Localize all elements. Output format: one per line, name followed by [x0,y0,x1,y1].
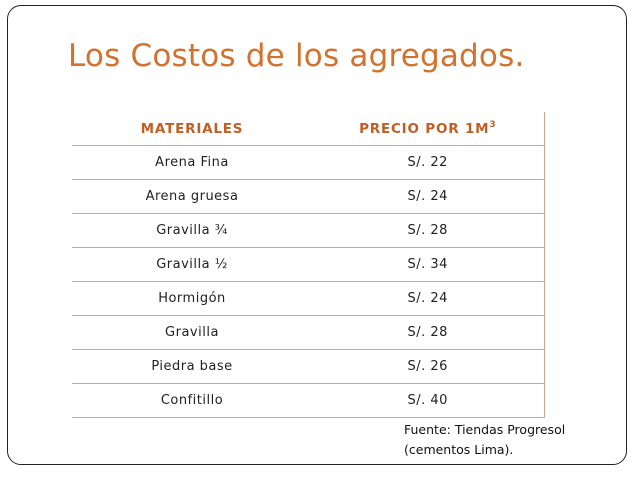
table-row: Piedra base S/. 26 [72,349,545,384]
material-cell: Confitillo [72,383,312,418]
table-row: Gravilla ½ S/. 34 [72,247,545,282]
material-cell: Gravilla [72,315,312,350]
material-cell: Hormigón [72,281,312,316]
price-cell: S/. 40 [312,383,545,418]
price-cell: S/. 28 [312,315,545,350]
price-cell: S/. 28 [312,213,545,248]
table-row: Confitillo S/. 40 [72,383,545,418]
costs-table: MATERIALES PRECIO POR 1M3 Arena Fina S/.… [72,112,545,418]
source-line-1: Fuente: Tiendas Progresol [404,422,566,437]
price-cell: S/. 24 [312,179,545,214]
header-price-label: PRECIO POR 1M [359,121,490,137]
table-row: Hormigón S/. 24 [72,281,545,316]
table-row: Gravilla S/. 28 [72,315,545,350]
source-note: Fuente: Tiendas Progresol (cementos Lima… [404,420,565,460]
price-cell: S/. 34 [312,247,545,282]
table-row: Arena gruesa S/. 24 [72,179,545,214]
header-price: PRECIO POR 1M3 [312,112,545,146]
price-cell: S/. 26 [312,349,545,384]
material-cell: Arena Fina [72,145,312,180]
table-header-row: MATERIALES PRECIO POR 1M3 [72,112,545,146]
price-cell: S/. 24 [312,281,545,316]
material-cell: Gravilla ½ [72,247,312,282]
table-row: Gravilla ¾ S/. 28 [72,213,545,248]
material-cell: Arena gruesa [72,179,312,214]
material-cell: Gravilla ¾ [72,213,312,248]
source-line-2: (cementos Lima). [404,442,514,457]
material-cell: Piedra base [72,349,312,384]
header-price-exponent: 3 [489,120,497,130]
header-materials: MATERIALES [72,112,312,146]
slide-title: Los Costos de los agregados. [68,38,525,74]
table-row: Arena Fina S/. 22 [72,145,545,180]
price-cell: S/. 22 [312,145,545,180]
